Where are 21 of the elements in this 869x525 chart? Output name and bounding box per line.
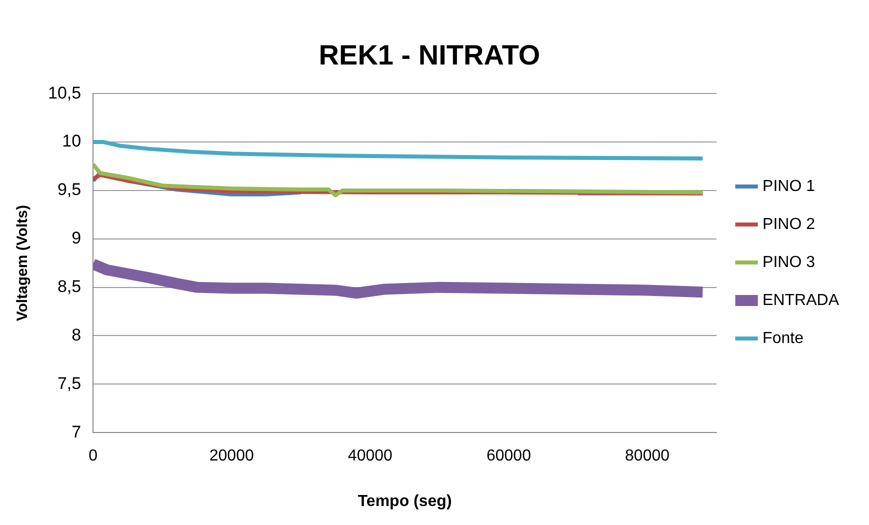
legend-label: PINO 3 [762, 254, 816, 271]
y-tick-label: 7,5 [57, 374, 82, 393]
y-tick-label: 7 [72, 422, 82, 442]
y-tick-label: 8,5 [57, 277, 82, 296]
y-tick-label: 9 [72, 228, 82, 248]
y-axis-title: Voltagem (Volts) [14, 205, 32, 322]
x-tick-label: 20000 [209, 448, 254, 465]
x-tick-label: 40000 [348, 448, 393, 465]
x-tick-label: 60000 [486, 448, 532, 465]
legend-label: ENTRADA [762, 292, 840, 309]
x-axis-title: Tempo (seg) [358, 492, 452, 510]
y-tick-label: 10,5 [48, 83, 82, 102]
y-tick-label: 9,5 [57, 180, 82, 200]
x-tick-label: 0 [88, 448, 98, 465]
legend-label: Fonte [762, 330, 804, 347]
y-tick-label: 10 [62, 132, 82, 151]
legend-label: PINO 2 [762, 216, 816, 233]
legend-label: PINO 1 [762, 178, 816, 195]
y-tick-label: 8 [72, 325, 82, 344]
chart-title: REK1 - NITRATO [318, 40, 540, 71]
x-tick-label: 80000 [625, 448, 670, 465]
